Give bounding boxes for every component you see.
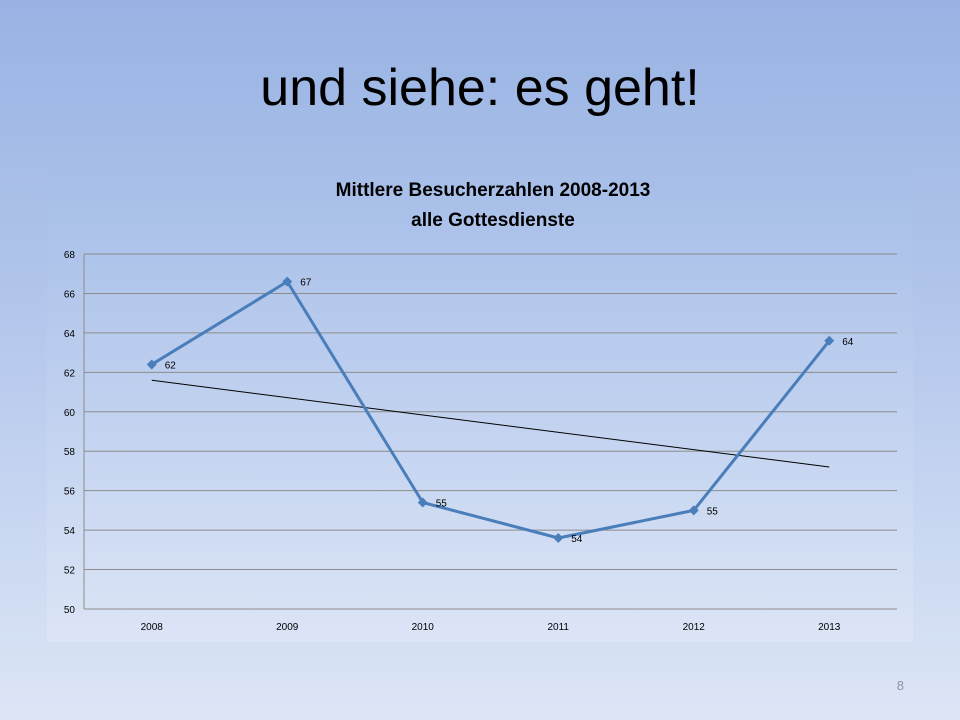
data-point-marker: [417, 497, 428, 508]
y-tick-label: 52: [64, 566, 76, 577]
x-tick-label: 2009: [276, 622, 299, 633]
y-tick-label: 60: [64, 408, 76, 419]
x-tick-label: 2010: [412, 622, 435, 633]
y-tick-label: 54: [64, 526, 76, 537]
y-tick-label: 56: [64, 487, 76, 498]
line-chart: Mittlere Besucherzahlen 2008-2013 alle G…: [64, 180, 897, 633]
x-tick-label: 2013: [818, 622, 841, 633]
series-line: [150, 280, 831, 540]
y-tick-label: 68: [64, 250, 76, 261]
x-tick-label: 2012: [683, 622, 706, 633]
data-point-marker: [824, 335, 835, 346]
data-label: 55: [436, 499, 448, 510]
data-label: 62: [165, 360, 177, 371]
y-tick-label: 50: [64, 605, 76, 616]
x-tick-label: 2008: [141, 622, 164, 633]
chart-title: Mittlere Besucherzahlen 2008-2013: [336, 180, 651, 201]
data-label: 64: [842, 337, 854, 348]
y-tick-label: 58: [64, 447, 76, 458]
y-tick-label: 64: [64, 329, 76, 340]
data-point-marker: [688, 505, 699, 516]
trendline: [151, 379, 830, 468]
data-point-marker: [282, 276, 293, 287]
data-label: 67: [300, 278, 312, 289]
chart-subtitle: alle Gottesdienste: [411, 210, 575, 231]
slide-title: und siehe: es geht!: [260, 59, 700, 117]
data-point-marker: [553, 533, 564, 543]
data-point-marker: [146, 359, 157, 370]
data-label: 55: [707, 506, 719, 517]
y-tick-label: 62: [64, 368, 76, 379]
x-tick-label: 2011: [547, 622, 569, 633]
chart-panel: Mittlere Besucherzahlen 2008-2013 alle G…: [47, 168, 913, 642]
data-label: 54: [571, 534, 583, 545]
y-tick-label: 66: [64, 289, 76, 300]
page-number: 8: [896, 678, 904, 693]
